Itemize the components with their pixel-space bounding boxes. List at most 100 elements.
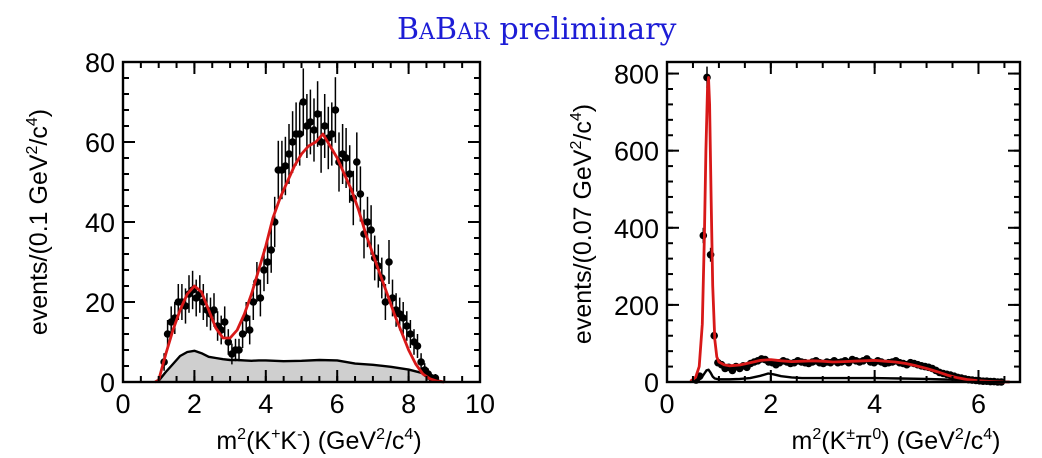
left-point-marker [285, 150, 293, 158]
left-point-marker [256, 294, 265, 302]
left-xlabel-p4: /c [385, 427, 404, 455]
left-x-tick-label: 4 [258, 389, 273, 419]
left-background-curve [154, 349, 445, 384]
left-point-marker [299, 98, 308, 106]
left-data-point [299, 68, 308, 136]
left-data-point [263, 240, 272, 284]
left-data-point [331, 77, 340, 143]
left-point-marker [267, 246, 276, 254]
left-point-marker [288, 138, 297, 146]
left-x-tick-label: 2 [187, 389, 202, 419]
left-data-point [320, 94, 329, 158]
left-background-fill [155, 350, 445, 382]
right-x-tick-label: 6 [971, 389, 986, 419]
left-xlabel-sup3: - [297, 426, 302, 443]
left-xlabel-prefix: m [216, 427, 237, 455]
left-fit-curve [154, 132, 445, 384]
left-point-marker [263, 258, 272, 266]
left-ylabel-prefix: events/(0.1 GeV [25, 154, 53, 335]
left-ylabel-suffix: ) [25, 109, 53, 117]
right-xlabel-prefix: m [792, 427, 813, 455]
left-point-marker [235, 346, 243, 354]
left-x-tick-label: 8 [401, 389, 416, 419]
left-xlabel-sup2: + [271, 426, 280, 443]
left-data-point [245, 315, 254, 345]
left-point-marker [353, 158, 361, 166]
left-data-point [417, 353, 425, 371]
left-x-tick-label: 10 [465, 389, 495, 419]
left-xlabel-sup1: 2 [237, 426, 246, 443]
left-data-point [385, 240, 393, 284]
left-point-marker [238, 330, 247, 338]
right-xlabel-sup1: 2 [812, 426, 821, 443]
right-x-tick-label: 2 [763, 389, 778, 419]
left-data-point [353, 132, 361, 192]
left-x-tick-label: 0 [115, 389, 130, 419]
left-plot-area [154, 68, 445, 384]
left-data-point [345, 145, 354, 203]
left-point-marker [210, 306, 218, 314]
left-point-marker [356, 190, 365, 198]
left-xlabel-sup4: 2 [376, 426, 385, 443]
right-xlabel-sup2: ± [846, 426, 855, 443]
left-point-marker [313, 110, 322, 118]
right-xlabel-sup3: 0 [872, 426, 881, 443]
left-data-point [317, 111, 325, 173]
left-y-tick-label: 60 [85, 128, 115, 158]
left-data-point [406, 320, 415, 348]
left-data-point [285, 124, 293, 184]
right-x-tick-label: 0 [659, 389, 674, 419]
left-point-marker [403, 322, 411, 330]
right-y-tick-label: 0 [644, 368, 659, 398]
left-ylabel-sup2: 4 [24, 117, 41, 126]
left-xlabel-p1: (K [246, 427, 271, 455]
left-point-marker [295, 130, 304, 138]
left-ylabel-mid: /c [25, 126, 53, 145]
right-y-tick-label: 200 [614, 291, 659, 321]
left-data-point [399, 302, 408, 334]
banner-letter-b1: B [397, 12, 419, 47]
left-point-marker [224, 338, 233, 346]
right-x-tick-label: 4 [867, 389, 882, 419]
left-point-marker [406, 330, 415, 338]
left-point-marker [331, 106, 340, 114]
left-data-point [403, 311, 411, 341]
left-point-marker [381, 298, 390, 306]
left-data-point [267, 227, 276, 273]
left-point-marker [320, 122, 329, 130]
right-plot-area [689, 66, 1010, 386]
left-data-point [235, 338, 243, 362]
right-fit-curve [689, 76, 1010, 384]
left-y-tick-label: 0 [100, 368, 115, 398]
left-point-marker [220, 318, 229, 326]
right-ylabel-sup2: 4 [568, 112, 585, 121]
right-xlabel-sup4: 2 [955, 426, 964, 443]
left-ylabel-sup1: 2 [24, 145, 41, 154]
banner-letters-ar: AR [456, 20, 491, 45]
left-data-point [313, 81, 322, 147]
left-x-tick-label: 6 [330, 389, 345, 419]
banner-letter-b2: B [435, 12, 457, 47]
left-point-marker [345, 170, 354, 178]
left-point-marker [417, 358, 425, 366]
left-point-marker [399, 314, 408, 322]
right-xlabel-sup5: 4 [983, 426, 992, 443]
left-data-point [328, 102, 336, 166]
left-point-marker [260, 266, 268, 274]
left-point-marker [342, 154, 350, 162]
left-point-marker [413, 342, 422, 350]
left-point-marker [310, 126, 318, 134]
left-point-marker [385, 258, 393, 266]
right-y-tick-label: 800 [614, 60, 659, 90]
right-plot-frame [665, 60, 1022, 384]
left-plot-frame [121, 60, 482, 384]
left-y-tick-label: 20 [85, 288, 115, 318]
left-y-axis-label: events/(0.1 GeV2/c4) [24, 109, 53, 335]
left-xlabel-sup5: 4 [404, 426, 413, 443]
left-point-marker [249, 298, 258, 306]
banner-letter-a1: A [418, 20, 436, 45]
left-data-point [238, 320, 247, 348]
